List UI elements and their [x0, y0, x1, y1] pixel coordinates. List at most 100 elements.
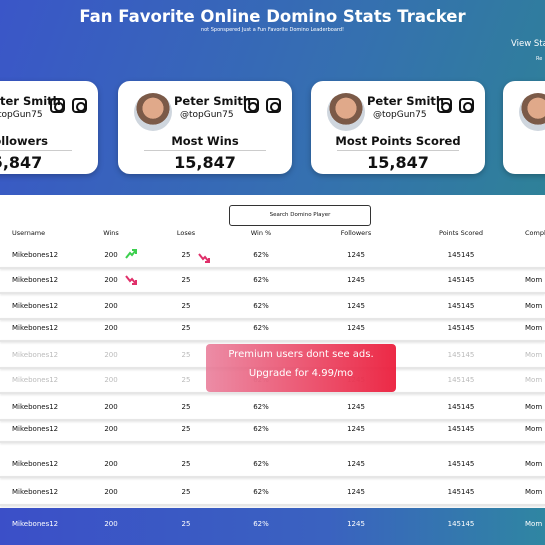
table-cell: 145145 [447, 276, 475, 284]
table-cell: 25 [181, 276, 191, 284]
table-cell: 145145 [447, 520, 475, 528]
ad-banner[interactable]: Premium users dont see ads. Upgrade for … [206, 344, 396, 392]
instagram-icon[interactable] [437, 98, 452, 113]
table-cell: Mikebones12 [12, 251, 59, 259]
stat-card[interactable]: Peter Smith @topGun75 Most Wins 15,847 [118, 81, 292, 174]
table-cell: 200 [104, 376, 118, 384]
table-cell: Mom [525, 302, 543, 310]
table-cell: Mom [525, 376, 543, 384]
table-cell: 25 [181, 403, 191, 411]
table-cell: Mikebones12 [12, 403, 59, 411]
table-cell: 145145 [447, 460, 475, 468]
link-sub: Re [536, 56, 543, 62]
title: Fan Favorite Online Domino Stats Tracker [79, 7, 466, 26]
table-cell: Mom [525, 403, 543, 411]
table-cell: 1245 [347, 276, 365, 284]
table-cell: Mikebones12 [12, 351, 59, 359]
table-cell: Mom [525, 460, 543, 468]
table-cell: Mikebones12 [12, 324, 59, 332]
table-cell: 200 [104, 324, 118, 332]
card[interactable] [503, 81, 545, 174]
table-cell: 200 [104, 302, 118, 310]
trend-down-icon [198, 253, 210, 263]
table-cell: 200 [104, 403, 118, 411]
table-cell: 145145 [447, 324, 475, 332]
avatar [327, 93, 365, 131]
table-cell: 1245 [347, 425, 365, 433]
table-cell: 25 [181, 302, 191, 310]
row-separator [0, 392, 545, 394]
table-cell: 25 [181, 520, 191, 528]
row-separator [0, 267, 545, 269]
view-stats-link[interactable]: View Stat [511, 39, 545, 49]
table-cell: 145145 [447, 403, 475, 411]
table-cell: 200 [104, 251, 118, 259]
table-cell: Mikebones12 [12, 376, 59, 384]
table-cell: 1245 [347, 403, 365, 411]
card-label: Followers [0, 134, 48, 148]
table-cell: 62% [253, 302, 269, 310]
trend-down-icon [125, 275, 137, 285]
card-name: ter Smith [0, 94, 61, 108]
table-cell: 62% [253, 520, 269, 528]
column-header: Username [12, 229, 46, 237]
table-cell: 62% [253, 403, 269, 411]
instagram-icon[interactable] [266, 98, 281, 113]
table-cell: 1245 [347, 251, 365, 259]
table-cell: 62% [253, 460, 269, 468]
card-handle: @topGun75 [373, 110, 427, 120]
table-cell: 25 [181, 351, 191, 359]
table-cell: 25 [181, 488, 191, 496]
table-cell: 25 [181, 425, 191, 433]
table-cell: Mikebones12 [12, 302, 59, 310]
instagram-icon[interactable] [244, 98, 259, 113]
column-header: Loses [176, 229, 196, 237]
table-cell: 145145 [447, 376, 475, 384]
ad-line2: Upgrade for 4.99/mo [248, 368, 354, 379]
table-cell: 1245 [347, 488, 365, 496]
table-cell: 1245 [347, 520, 365, 528]
table-cell: 1245 [347, 460, 365, 468]
table-cell: 1245 [347, 302, 365, 310]
table-cell: 62% [253, 488, 269, 496]
row-separator [0, 504, 545, 506]
instagram-icon[interactable] [459, 98, 474, 113]
row-separator [0, 419, 545, 421]
card-handle: @topGun75 [180, 110, 234, 120]
table-cell: 1245 [347, 324, 365, 332]
table-cell: 62% [253, 425, 269, 433]
card-name: Peter Smith [367, 94, 445, 108]
instagram-icon[interactable] [50, 98, 65, 113]
card-label: Most Points Scored [335, 134, 461, 148]
row-separator [0, 476, 545, 478]
column-header: Win % [250, 229, 272, 237]
column-header: Wins [103, 229, 119, 237]
search-button[interactable]: Search Domino Player [229, 205, 371, 226]
card-value: 15,847 [174, 153, 236, 172]
card-handle: topGun75 [0, 110, 43, 120]
table-cell: Mom [525, 324, 543, 332]
table-cell: Mikebones12 [12, 460, 59, 468]
table-cell: 25 [181, 460, 191, 468]
table-cell: 62% [253, 276, 269, 284]
divider [337, 150, 459, 151]
table-cell: 145145 [447, 425, 475, 433]
table-cell: 145145 [447, 488, 475, 496]
column-header: Comple [525, 229, 545, 237]
table-cell: 200 [104, 276, 118, 284]
avatar [519, 93, 545, 131]
table-cell: Mom [525, 276, 543, 284]
table-cell: 145145 [447, 251, 475, 259]
table-cell: 200 [104, 520, 118, 528]
table-cell: 25 [181, 324, 191, 332]
row-separator [0, 340, 545, 342]
column-header: Points Scored [439, 229, 483, 237]
stat-card[interactable]: Peter Smith @topGun75 Most Points Scored 15… [311, 81, 485, 174]
divider [0, 150, 72, 151]
stat-card[interactable]: ter Smith topGun75 Followers 5,847 [0, 81, 98, 174]
instagram-icon[interactable] [72, 98, 87, 113]
table-cell: 200 [104, 488, 118, 496]
card-name: Peter Smith [174, 94, 252, 108]
card-label: Most Wins [171, 134, 239, 148]
